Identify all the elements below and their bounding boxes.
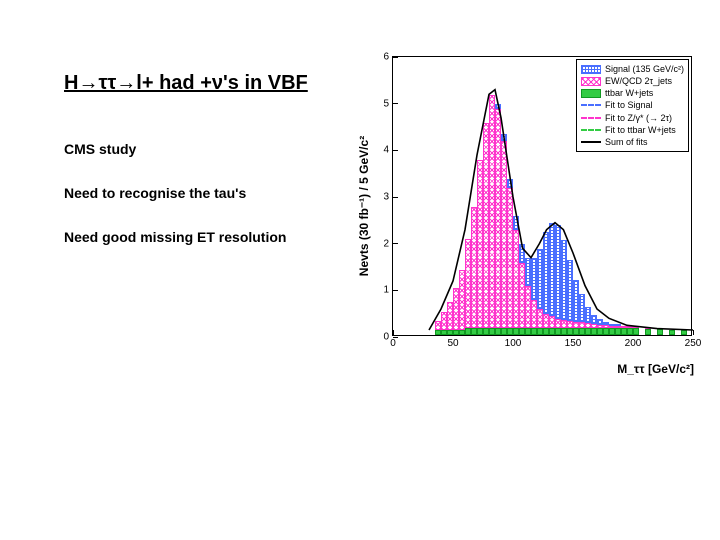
legend-item-fit_ttbar: Fit to ttbar W+jets: [581, 124, 684, 136]
legend-swatch: [581, 104, 601, 106]
slide-title: H→ττ→l+ had +ν's in VBF: [64, 70, 364, 97]
note-met: Need good missing ET resolution: [64, 229, 364, 245]
plot-area: 0123456050100150200250Signal (135 GeV/c²…: [392, 56, 692, 336]
x-tick-label: 150: [565, 338, 582, 349]
x-tick-label: 250: [685, 338, 702, 349]
legend-item-signal: Signal (135 GeV/c²): [581, 63, 684, 75]
legend-item-ttbar: ttbar W+jets: [581, 87, 684, 99]
y-axis-label: Nevts (30 fb⁻¹) / 5 GeV/c²: [357, 136, 371, 276]
left-column: H→ττ→l+ had +ν's in VBF CMS study Need t…: [64, 70, 364, 273]
legend-swatch: [581, 65, 601, 74]
legend-item-fit_zgamma: Fit to Z/γ* (→ 2τ): [581, 112, 684, 124]
legend-swatch: [581, 117, 601, 119]
legend-label: Signal (135 GeV/c²): [605, 63, 684, 75]
y-tick-label: 6: [371, 52, 389, 63]
y-tick-label: 0: [371, 332, 389, 343]
y-tick-label: 5: [371, 98, 389, 109]
legend-item-ewqcd: EW/QCD 2τ_jets: [581, 75, 684, 87]
note-tau: Need to recognise the tau's: [64, 185, 364, 201]
y-tick-label: 1: [371, 285, 389, 296]
y-tick-label: 3: [371, 192, 389, 203]
legend-label: Fit to Z/γ* (→ 2τ): [605, 112, 672, 124]
legend-swatch: [581, 77, 601, 86]
x-tick-label: 0: [390, 338, 396, 349]
legend-label: EW/QCD 2τ_jets: [605, 75, 672, 87]
mtt-chart: Nevts (30 fb⁻¹) / 5 GeV/c² 0123456050100…: [370, 56, 698, 356]
legend-label: Fit to ttbar W+jets: [605, 124, 676, 136]
legend: Signal (135 GeV/c²)EW/QCD 2τ_jetsttbar W…: [576, 59, 689, 152]
legend-swatch: [581, 141, 601, 143]
note-cms: CMS study: [64, 141, 364, 157]
legend-item-fit_sum: Sum of fits: [581, 136, 684, 148]
legend-item-fit_signal: Fit to Signal: [581, 99, 684, 111]
legend-swatch: [581, 89, 601, 98]
y-tick-label: 4: [371, 145, 389, 156]
y-tick-label: 2: [371, 238, 389, 249]
x-axis-label: M_ττ [GeV/c²]: [617, 362, 694, 376]
legend-label: Fit to Signal: [605, 99, 653, 111]
x-tick-label: 200: [625, 338, 642, 349]
legend-swatch: [581, 129, 601, 131]
x-tick-label: 100: [505, 338, 522, 349]
legend-label: Sum of fits: [605, 136, 648, 148]
legend-label: ttbar W+jets: [605, 87, 653, 99]
x-tick-label: 50: [447, 338, 458, 349]
